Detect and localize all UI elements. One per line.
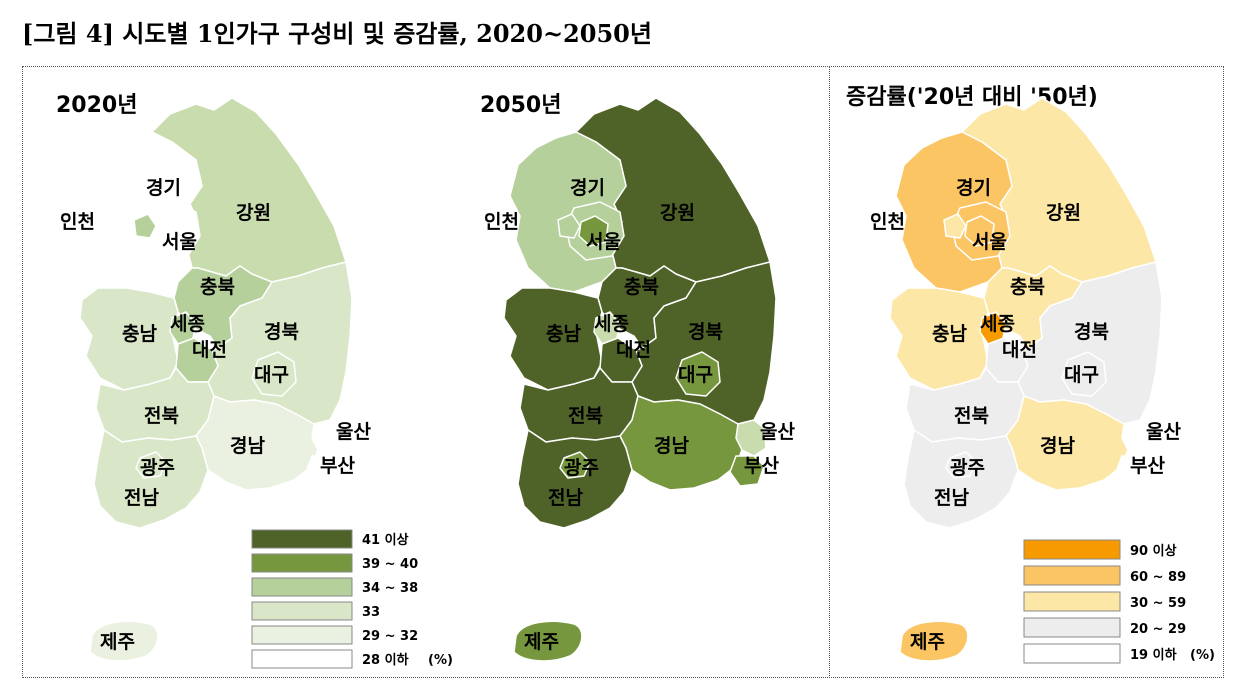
legend-swatch (251, 577, 353, 597)
legend-change: 90 이상 60 ~ 89 30 ~ 59 20 ~ 29 19 이하 (%) (1023, 539, 1215, 664)
label-daegu: 대구 (678, 364, 713, 386)
legend-label: 39 ~ 40 (362, 557, 418, 572)
label-ulsan: 울산 (760, 421, 795, 443)
panel-divider (829, 66, 830, 678)
label-busan: 부산 (320, 455, 355, 477)
label-gwangju: 광주 (140, 457, 175, 479)
legend-label: 30 ~ 59 (1130, 596, 1186, 611)
legend-swatch (251, 601, 353, 621)
legend-swatch (1023, 591, 1121, 612)
legend-label: 90 이상 (1130, 543, 1177, 559)
figure-frame (22, 66, 1224, 678)
label-jeonbuk: 전북 (568, 405, 603, 427)
label-jeonbuk: 전북 (954, 405, 989, 427)
label-jeju: 제주 (910, 631, 945, 653)
label-chungnam: 충남 (546, 323, 581, 345)
label-gangwon: 강원 (660, 202, 695, 224)
label-seoul: 서울 (972, 231, 1007, 253)
label-jeju: 제주 (100, 631, 135, 653)
legend-label: 60 ~ 89 (1130, 570, 1186, 585)
label-gyeongbuk: 경북 (1074, 321, 1109, 343)
label-gyeongnam: 경남 (654, 435, 689, 457)
region-jeonnam (903, 429, 1019, 529)
label-incheon: 인천 (60, 211, 95, 233)
legend-swatch (1023, 643, 1121, 664)
label-gyeongbuk: 경북 (688, 321, 723, 343)
label-jeonbuk: 전북 (144, 405, 179, 427)
label-jeonnam: 전남 (934, 487, 969, 509)
region-jeonnam (93, 429, 209, 529)
label-chungbuk: 충북 (624, 276, 659, 298)
map-title: 2020년 (56, 93, 137, 118)
legend-unit: (%) (1190, 648, 1215, 663)
legend-label: 20 ~ 29 (1130, 622, 1186, 637)
label-gangwon: 강원 (1046, 202, 1081, 224)
label-busan: 부산 (1130, 455, 1165, 477)
legend-swatch (1023, 565, 1121, 586)
label-gangwon: 강원 (236, 202, 271, 224)
map-title: 증감률('20년 대비 '50년) (846, 85, 1098, 110)
label-jeju: 제주 (524, 631, 559, 653)
label-jeonnam: 전남 (548, 487, 583, 509)
label-gwangju: 광주 (564, 457, 599, 479)
label-seoul: 서울 (586, 231, 621, 253)
label-sejong: 세종 (594, 313, 629, 335)
label-seoul: 서울 (162, 231, 197, 253)
label-gyeonggi: 경기 (956, 177, 991, 199)
map-title: 2050년 (480, 93, 561, 118)
label-gyeongnam: 경남 (230, 435, 265, 457)
legend-share: 41 이상 39 ~ 40 34 ~ 38 33 29 ~ 32 28 이하 (… (251, 529, 453, 669)
region-jeonnam (517, 429, 633, 529)
legend-swatch (251, 625, 353, 645)
label-busan: 부산 (744, 455, 779, 477)
figure-title: [그림 4] 시도별 1인가구 구성비 및 증감률, 2020~2050년 (22, 19, 652, 48)
map-2050: 2050년 경기 강원 인천 서울 충북 세종 충남 경북 대전 대구 전북 울… (479, 93, 795, 662)
label-jeonnam: 전남 (124, 487, 159, 509)
label-chungbuk: 충북 (200, 276, 235, 298)
legend-swatch (1023, 539, 1121, 560)
legend-label: 19 이하 (1130, 647, 1177, 663)
map-change: 증감률('20년 대비 '50년) 경기 강원 인천 서울 충북 세종 충남 경… (846, 85, 1181, 662)
legend-label: 41 이상 (362, 532, 409, 548)
legend-swatch (251, 553, 353, 573)
legend-swatch (1023, 617, 1121, 638)
label-ulsan: 울산 (336, 421, 371, 443)
label-daejeon: 대전 (1002, 339, 1037, 361)
map-2020: 2020년 경기 강원 인천 서울 충북 세종 충남 경북 대전 대구 전북 울… (55, 93, 371, 662)
label-incheon: 인천 (484, 211, 519, 233)
label-gyeongbuk: 경북 (264, 321, 299, 343)
legend-label: 34 ~ 38 (362, 581, 418, 596)
label-daegu: 대구 (254, 364, 289, 386)
label-gyeongnam: 경남 (1040, 435, 1075, 457)
label-gyeonggi: 경기 (146, 177, 181, 199)
label-sejong: 세종 (980, 313, 1015, 335)
label-ulsan: 울산 (1146, 421, 1181, 443)
label-gyeonggi: 경기 (570, 177, 605, 199)
label-gwangju: 광주 (950, 457, 985, 479)
legend-unit: (%) (428, 653, 453, 668)
label-chungbuk: 충북 (1010, 276, 1045, 298)
label-sejong: 세종 (170, 313, 205, 335)
label-chungnam: 충남 (932, 323, 967, 345)
label-daejeon: 대전 (616, 339, 651, 361)
legend-swatch (251, 529, 353, 549)
label-chungnam: 충남 (122, 323, 157, 345)
legend-label: 29 ~ 32 (362, 629, 418, 644)
legend-label: 33 (362, 605, 380, 620)
legend-label: 28 이하 (362, 652, 409, 668)
label-daejeon: 대전 (192, 339, 227, 361)
label-daegu: 대구 (1064, 364, 1099, 386)
legend-swatch (251, 649, 353, 669)
label-incheon: 인천 (870, 211, 905, 233)
